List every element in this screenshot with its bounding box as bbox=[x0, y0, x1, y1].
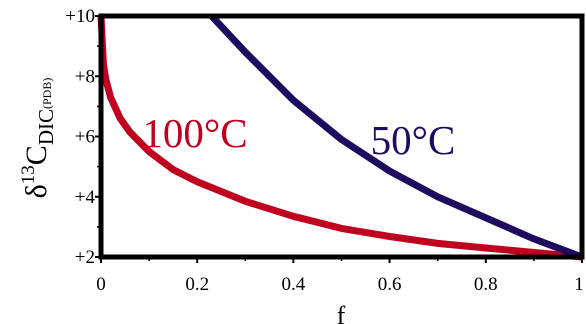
series-1-line bbox=[209, 13, 584, 261]
y-axis-title-prefix: δ bbox=[20, 184, 53, 198]
x-axis-title: f bbox=[337, 301, 346, 324]
series-0-line bbox=[97, 15, 583, 261]
plot-frame bbox=[98, 13, 585, 260]
y-tick-label: +8 bbox=[75, 66, 95, 87]
plot-border bbox=[98, 13, 585, 260]
y-tick-label: +4 bbox=[75, 187, 96, 208]
y-axis-title-subscript: DIC bbox=[34, 109, 58, 145]
x-tick-label: 0.8 bbox=[474, 274, 498, 295]
y-axis-title: δ13CDIC(PDB) bbox=[18, 78, 58, 199]
series-0-label: 100°C bbox=[142, 110, 247, 156]
series-1-label: 50°C bbox=[371, 117, 456, 163]
y-axis-title-sub-subscript: (PDB) bbox=[40, 78, 54, 109]
y-tick-label: +6 bbox=[75, 127, 95, 148]
plot-area: 100°C 50°C bbox=[97, 13, 584, 261]
y-tick-label: +10 bbox=[65, 6, 95, 27]
x-tick-label: 0.6 bbox=[378, 274, 402, 295]
y-tick-label: +2 bbox=[75, 247, 95, 268]
y-axis-title-main: C bbox=[20, 145, 53, 165]
x-tick-label: 0.2 bbox=[185, 274, 209, 295]
x-tick-label: 1 bbox=[574, 274, 584, 295]
axis-ticks: 0 0.2 0.4 0.6 0.8 1 +2 +4 +6 +8 +10 bbox=[65, 6, 583, 295]
x-tick-label: 0.4 bbox=[282, 274, 306, 295]
y-axis-title-superscript: 13 bbox=[18, 165, 39, 184]
x-tick-label: 0 bbox=[96, 274, 106, 295]
